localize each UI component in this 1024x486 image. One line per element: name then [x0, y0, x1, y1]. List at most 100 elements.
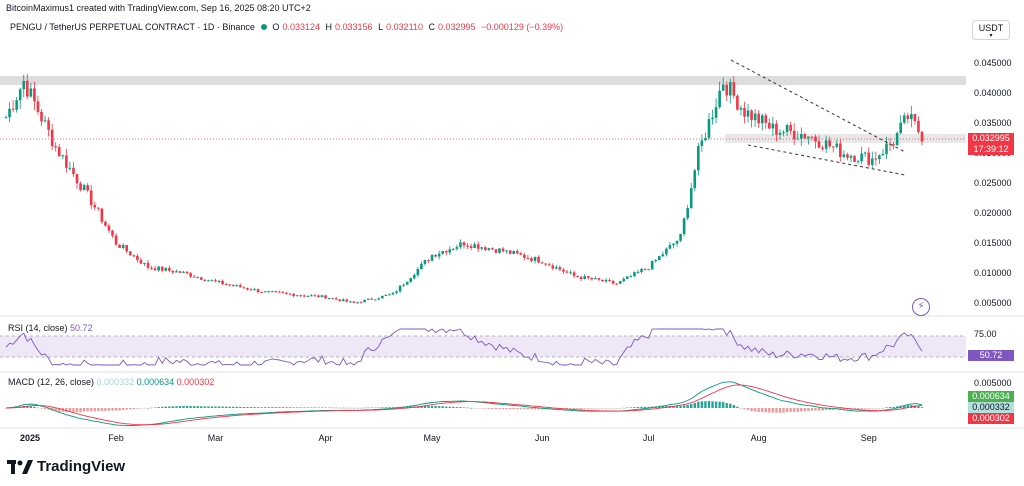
macd-histogram-bar [338, 407, 341, 409]
candle-body [764, 115, 768, 123]
macd-layer [4, 381, 924, 426]
macd-histogram-bar [505, 408, 508, 410]
currency-selector[interactable]: USDT ▾ [972, 20, 1010, 40]
macd-histogram-bar [622, 407, 625, 409]
macd-histogram-bar [196, 406, 199, 408]
candle-body [207, 280, 210, 282]
candle-body [750, 110, 753, 121]
candle-body [874, 158, 878, 160]
candle-body [498, 248, 501, 253]
macd-histogram-bar [533, 408, 537, 410]
wedge-lower-trendline[interactable] [747, 144, 906, 176]
candle-body [796, 138, 800, 140]
macd-histogram-bar [551, 408, 554, 410]
candle-body [341, 299, 345, 302]
candle-body [675, 240, 679, 244]
candle-body [356, 302, 359, 304]
candle-body [647, 269, 650, 271]
macd-histogram-bar [746, 408, 750, 411]
macd-histogram-bar [374, 407, 377, 409]
candle-body [846, 154, 849, 158]
rsi-last-tag [968, 350, 1014, 361]
candle-body [423, 260, 427, 264]
candle-body [892, 144, 895, 146]
candle-body [913, 113, 917, 122]
rsi-axis-tick: 75.00 [974, 329, 997, 339]
macd-histogram-bar [295, 407, 299, 408]
macd-value-2: 0.000634 [136, 377, 175, 387]
candle-body [420, 263, 423, 269]
candle-body [572, 272, 576, 276]
candle-body [40, 111, 43, 122]
candle-body [196, 277, 200, 279]
macd-histogram-bar [285, 407, 288, 408]
close-value: 0.032995 [437, 22, 476, 32]
macd-histogram-bar [242, 406, 246, 408]
macd-histogram-bar [281, 407, 285, 408]
macd-histogram-bar [118, 408, 121, 411]
candle-body [704, 137, 707, 141]
macd-histogram-bar [274, 407, 278, 408]
macd-histogram-bar [494, 408, 498, 410]
macd-histogram-bar [445, 406, 448, 408]
candle-body [217, 280, 221, 282]
candle-body [274, 291, 278, 293]
candle-body [821, 147, 824, 149]
macd-histogram-bar [161, 406, 164, 408]
candle-body [398, 285, 402, 292]
macd-histogram-bar [178, 406, 182, 408]
open-value: 0.033124 [282, 22, 320, 32]
candle-body [562, 269, 565, 272]
wedge-upper-trendline[interactable] [730, 59, 906, 153]
candle-body [828, 140, 831, 147]
candle-body [285, 292, 288, 294]
lightning-icon[interactable]: ⚡ [912, 298, 930, 316]
candle-body [551, 265, 555, 269]
candle-body [143, 262, 146, 264]
candle-body [54, 146, 58, 148]
macd-histogram-bar [324, 407, 327, 409]
rsi-line [5, 328, 923, 366]
candle-body [43, 120, 47, 122]
candle-body [895, 132, 899, 146]
candle-body [601, 279, 604, 282]
symbol-title[interactable]: PENGU / TetherUS PERPETUAL CONTRACT · 1D… [10, 22, 255, 32]
candle-body [370, 298, 373, 300]
candle-body [689, 188, 693, 209]
macd-histogram-bar [775, 408, 778, 413]
macd-histogram-bar [288, 407, 292, 408]
candle-body [523, 254, 526, 258]
macd-histogram-bar [540, 408, 544, 410]
candle-body [434, 255, 437, 257]
candle-body [530, 258, 533, 261]
macd-histogram-bar [512, 408, 515, 410]
macd-histogram-bar [725, 403, 728, 408]
macd-histogram-bar [171, 406, 175, 408]
candle-body [4, 117, 8, 119]
candle-body [175, 271, 178, 273]
macd-histogram-bar [157, 407, 160, 408]
price-axis[interactable]: 0.0450000.0400000.0350000.0300000.025000… [974, 58, 1012, 308]
macd-histogram-bar [601, 408, 604, 409]
candle-body [799, 134, 803, 139]
candle-body [57, 147, 61, 157]
macd-histogram-bar [313, 407, 317, 408]
macd-histogram-bar [913, 405, 917, 408]
candle-body [657, 256, 661, 261]
macd-histogram-bar [587, 408, 590, 409]
macd-legend[interactable]: MACD (12, 26, close) 0.000332 0.000634 0… [8, 377, 214, 387]
candle-body [487, 248, 491, 250]
candle-body [402, 284, 405, 286]
rsi-legend[interactable]: RSI (14, close) 50.72 [8, 323, 93, 333]
candle-body [231, 284, 235, 286]
time-axis-label: Jun [535, 433, 550, 443]
macd-histogram-bar [97, 408, 100, 411]
candle-body [89, 190, 93, 206]
macd-histogram-bar [239, 406, 242, 408]
macd-histogram-bar [377, 407, 380, 408]
macd-histogram-bar [207, 406, 210, 408]
macd-histogram-bar [501, 408, 505, 410]
time-axis[interactable]: 2025 Feb Mar Apr May Jun Jul Aug Sep [20, 433, 877, 443]
macd-histogram-bar [768, 408, 771, 413]
